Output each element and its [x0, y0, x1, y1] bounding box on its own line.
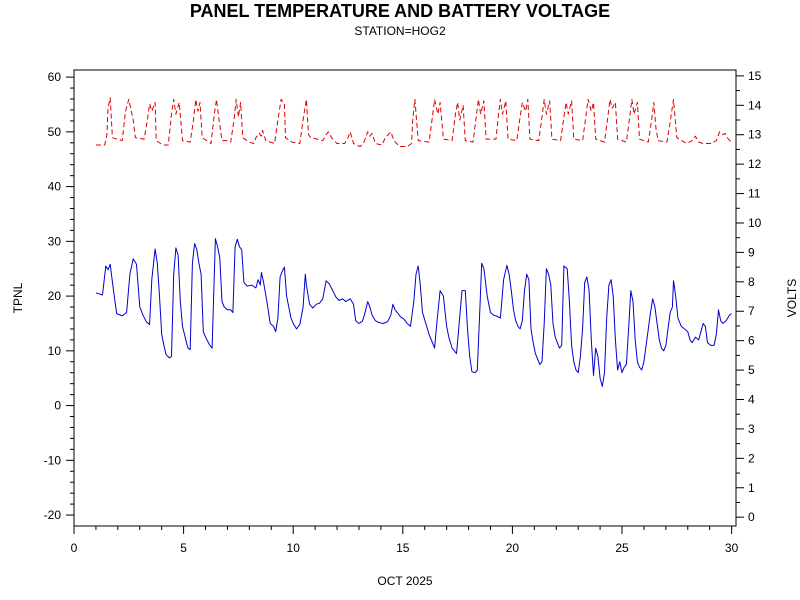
x-tick-label: 10	[287, 541, 301, 555]
y-right-tick-label: 2	[748, 451, 755, 465]
plot-frame	[73, 69, 737, 527]
y-right-tick-label: 10	[748, 216, 762, 230]
y-left-tick-label: -10	[44, 453, 62, 467]
y-right-tick-label: 8	[748, 275, 755, 289]
x-axis: 0 5 10 15 20 25 30	[71, 526, 739, 555]
y-left-axis-label: TPNL	[11, 282, 25, 313]
y-left-tick-label: 60	[48, 70, 62, 84]
y-left-tick-label: 10	[48, 344, 62, 358]
y-left-tick-label: -20	[44, 508, 62, 522]
battery-voltage-line	[95, 97, 732, 147]
chart-title: PANEL TEMPERATURE AND BATTERY VOLTAGE	[189, 1, 611, 21]
chart-subtitle: STATION=HOG2	[354, 24, 446, 38]
x-axis-label: OCT 2025	[377, 574, 432, 588]
y-right-axis-label: VOLTS	[785, 279, 799, 317]
x-tick-label: 25	[615, 541, 629, 555]
y-left-tick-label: 20	[48, 289, 62, 303]
y-right-tick-label: 15	[748, 69, 762, 83]
y-right-tick-label: 7	[748, 304, 755, 318]
y-right-tick-label: 4	[748, 392, 755, 406]
x-tick-label: 20	[506, 541, 520, 555]
x-tick-label: 5	[180, 541, 187, 555]
y-right-tick-label: 9	[748, 245, 755, 259]
y-left-tick-label: 0	[54, 399, 61, 413]
y-left-tick-label: 30	[48, 234, 62, 248]
y-right-tick-label: 5	[748, 363, 755, 377]
plot-area	[73, 69, 737, 527]
y-right-tick-label: 12	[748, 157, 762, 171]
y-right-tick-label: 11	[748, 187, 761, 201]
x-tick-label: 30	[725, 541, 739, 555]
y-right-tick-label: 3	[748, 422, 755, 436]
panel-temperature-line	[95, 238, 732, 387]
series-layer	[95, 97, 732, 387]
y-right-tick-label: 6	[748, 334, 755, 348]
y-right-tick-label: 0	[748, 510, 755, 524]
y-left-tick-label: 40	[48, 180, 62, 194]
y-left-axis: -20 -10 0 10 20 30 40 50 60	[44, 70, 74, 522]
y-left-tick-label: 50	[48, 125, 62, 139]
y-right-tick-label: 13	[748, 128, 762, 142]
y-right-tick-label: 14	[748, 98, 762, 112]
x-tick-label: 0	[71, 541, 78, 555]
y-right-tick-label: 1	[748, 481, 755, 495]
x-tick-label: 15	[396, 541, 410, 555]
